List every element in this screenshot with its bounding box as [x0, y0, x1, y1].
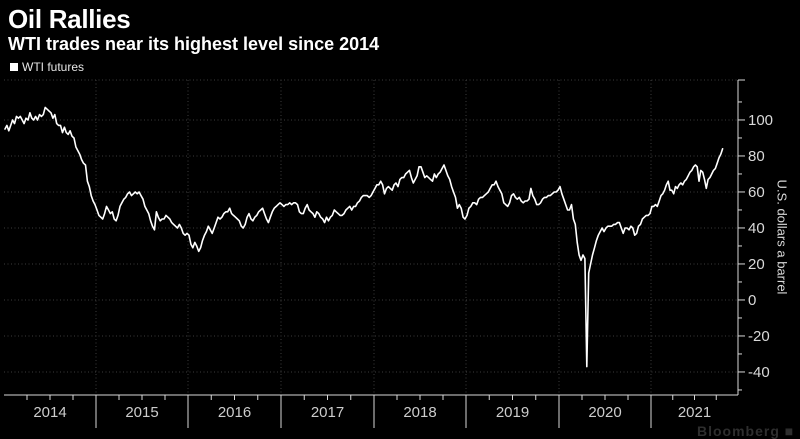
legend-label: WTI futures	[22, 60, 85, 74]
y-tick-label: 60	[748, 184, 765, 201]
x-year-label: 2016	[218, 404, 251, 421]
legend-swatch-icon	[10, 63, 18, 71]
price-line	[4, 106, 724, 368]
x-year-label: 2020	[588, 404, 621, 421]
bloomberg-watermark: Bloomberg ■	[697, 423, 795, 439]
chart-subtitle: WTI trades near its highest level since …	[8, 34, 380, 54]
y-tick-label: 20	[748, 256, 765, 273]
x-year-label: 2021	[678, 404, 711, 421]
y-tick-label: 100	[748, 112, 773, 129]
y-axis-title: U.S. dollars a barrel	[774, 179, 790, 295]
legend: WTI futures	[10, 60, 84, 74]
y-tick-label: 40	[748, 220, 765, 237]
x-year-label: 2018	[403, 404, 436, 421]
y-tick-label: -40	[748, 364, 770, 381]
y-tick-label: -20	[748, 328, 770, 345]
y-tick-label: 0	[748, 292, 756, 309]
x-year-label: 2014	[33, 404, 66, 421]
x-year-label: 2017	[311, 404, 344, 421]
chart-title: Oil Rallies	[8, 4, 131, 34]
x-year-label: 2019	[496, 404, 529, 421]
y-tick-label: 80	[748, 148, 765, 165]
x-year-label: 2015	[125, 404, 158, 421]
